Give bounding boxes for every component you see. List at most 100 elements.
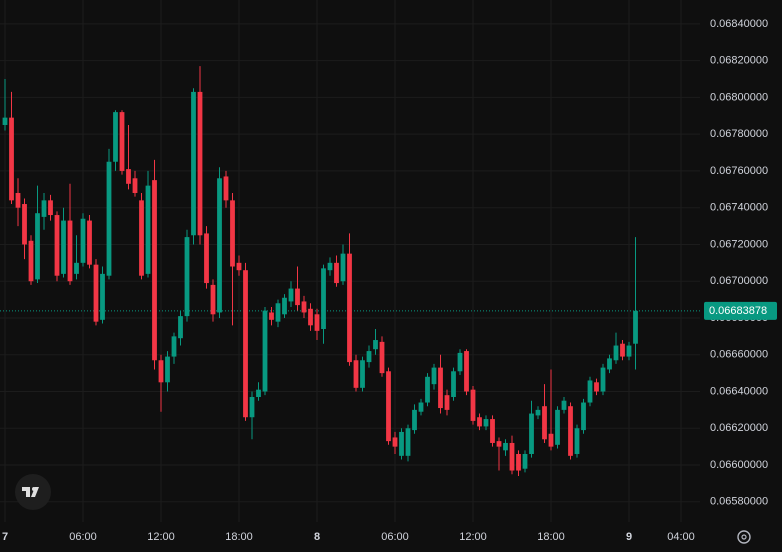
candle-body <box>555 409 560 445</box>
candle-body <box>490 419 495 443</box>
candle-body <box>483 419 489 427</box>
candle-body <box>594 382 599 392</box>
candle-body <box>301 301 307 313</box>
last-price-label: 0.06683878 <box>709 305 767 317</box>
candle-body <box>516 453 521 471</box>
candle-body <box>360 360 365 388</box>
candle-body <box>418 402 424 412</box>
y-tick-label: 0.06660000 <box>710 349 768 361</box>
y-tick-label: 0.06740000 <box>710 202 768 214</box>
gear-hub <box>741 534 747 540</box>
candle-body <box>184 237 190 317</box>
candle-body <box>535 409 541 416</box>
candle-body <box>444 395 450 410</box>
candle-body <box>210 284 216 315</box>
candle-body <box>132 178 138 193</box>
x-tick-label: 12:00 <box>147 531 175 543</box>
y-tick-label: 0.06640000 <box>710 385 768 397</box>
candle-body <box>392 437 398 447</box>
candle-body <box>327 262 333 271</box>
last-price-box <box>704 301 777 320</box>
candle-body <box>405 428 411 456</box>
candle-body <box>464 351 469 392</box>
candle-body <box>496 441 502 447</box>
candle-body <box>165 356 170 383</box>
candle-body <box>600 367 606 392</box>
candle-body <box>431 367 437 385</box>
candle-body <box>87 220 92 265</box>
candle-body <box>438 367 443 409</box>
candle-body <box>353 360 359 388</box>
candle-body <box>223 176 229 201</box>
candle-body <box>340 253 346 282</box>
y-tick-label: 0.06780000 <box>710 128 768 140</box>
candle-body <box>256 389 261 398</box>
candle-body <box>152 180 157 361</box>
gear-ring[interactable] <box>737 530 751 544</box>
candle-body <box>587 380 593 403</box>
candle-body <box>366 351 372 363</box>
candle-body <box>230 200 235 267</box>
y-tick-label: 0.06620000 <box>710 422 768 434</box>
y-tick-label: 0.06720000 <box>710 238 768 250</box>
candle-body <box>158 360 164 383</box>
candle-body <box>425 376 430 403</box>
x-tick-label: 9 <box>626 531 632 543</box>
y-tick-label: 0.06820000 <box>710 55 768 67</box>
candle-body <box>386 371 391 442</box>
candle-body <box>22 204 27 245</box>
candle-body <box>295 288 300 306</box>
candle-body <box>574 428 580 454</box>
candle-body <box>470 389 476 421</box>
candle-body <box>282 297 287 315</box>
tradingview-logo[interactable] <box>15 474 51 510</box>
marks-layer <box>2 66 638 477</box>
candle-body <box>67 220 73 282</box>
candle-body <box>249 397 255 418</box>
candle-body <box>236 262 242 271</box>
candle-body <box>412 409 417 431</box>
y-tick-label: 0.06700000 <box>710 275 768 287</box>
candle-body <box>269 312 274 320</box>
candle-body <box>191 91 196 236</box>
candle-body <box>2 117 8 125</box>
candle-body <box>529 413 534 454</box>
candle-body <box>28 240 34 282</box>
candle-body <box>607 358 612 370</box>
candle-body <box>275 303 281 322</box>
settings-button[interactable] <box>737 530 751 544</box>
candle-body <box>178 316 183 339</box>
candle-body <box>41 200 47 217</box>
candle-body <box>113 112 118 162</box>
candle-body <box>119 112 125 171</box>
candle-body <box>568 406 573 456</box>
candle-body <box>522 453 528 469</box>
candle-body <box>308 308 313 326</box>
candle-body <box>74 262 79 274</box>
y-tick-label: 0.06760000 <box>710 165 768 177</box>
logo-dot <box>32 487 36 491</box>
candle-body <box>197 91 203 236</box>
candle-body <box>100 273 105 320</box>
x-tick-label: 06:00 <box>381 531 409 543</box>
candle-body <box>633 310 638 344</box>
x-tick-label: 06:00 <box>69 531 97 543</box>
x-tick-label: 18:00 <box>225 531 253 543</box>
y-tick-label: 0.06800000 <box>710 91 768 103</box>
candle-body <box>217 178 222 313</box>
candle-body <box>503 442 508 451</box>
candle-body <box>80 218 86 263</box>
candle-body <box>613 345 619 361</box>
candle-body <box>626 345 632 357</box>
candle-body <box>48 200 53 216</box>
candle-body <box>171 336 177 357</box>
candle-body <box>334 262 339 284</box>
candle-body <box>373 340 378 350</box>
candle-body <box>347 253 352 363</box>
candle-body <box>509 442 515 471</box>
candle-body <box>204 233 209 284</box>
y-tick-label: 0.06840000 <box>710 18 768 30</box>
candle-body <box>139 200 144 276</box>
candle-body <box>126 169 131 184</box>
